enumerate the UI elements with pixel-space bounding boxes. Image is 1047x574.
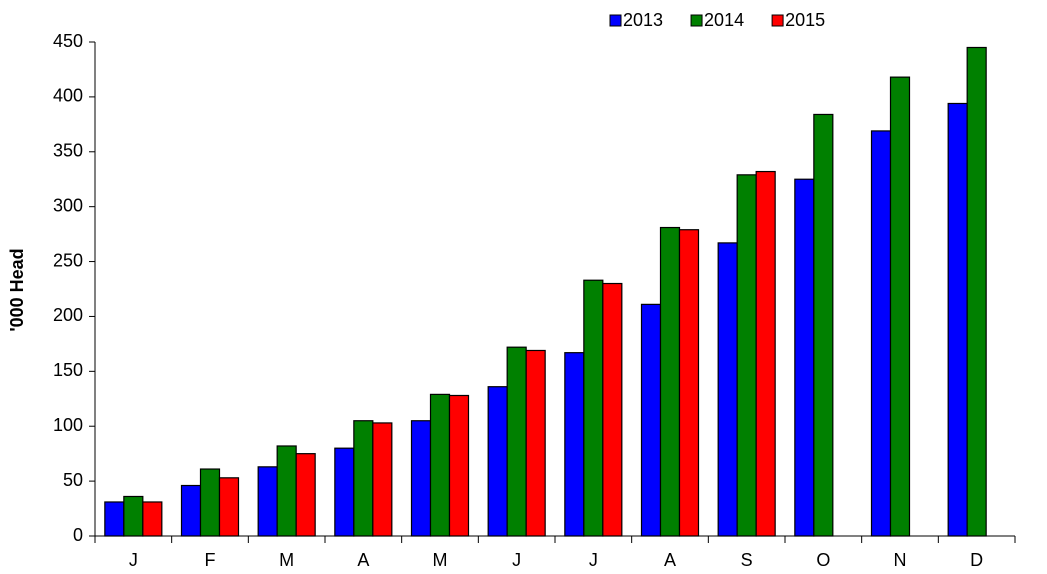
legend-label: 2015 [785,10,825,30]
bar [525,349,546,537]
bar [218,477,240,537]
x-tick-label: J [512,550,521,570]
y-tick-label: 100 [53,415,83,435]
bar [142,501,163,537]
bar [506,346,527,537]
y-tick-label: 300 [53,195,83,215]
bar [276,445,297,537]
bar [372,422,393,537]
bar [755,170,776,537]
x-tick-label: M [279,550,294,570]
y-tick-label: 50 [63,470,83,490]
bar [640,303,662,537]
x-tick-label: D [970,550,983,570]
bar [659,226,681,537]
bar [947,102,968,537]
x-tick-label: J [129,550,138,570]
bar [410,420,432,537]
y-tick-label: 250 [53,250,83,270]
bar [257,466,278,537]
x-tick-label: A [357,550,369,570]
legend-swatch [690,14,703,27]
bar [123,495,144,537]
x-tick-label: N [894,550,907,570]
x-tick-label: S [741,550,753,570]
bar [429,393,451,537]
bar [870,130,892,537]
legend-label: 2014 [704,10,744,30]
bar [717,242,738,537]
bar [334,447,355,537]
bar [487,386,508,537]
bar [889,76,911,537]
bar [813,113,834,537]
bar [794,178,815,537]
y-tick-label: 450 [53,31,83,51]
x-tick-label: O [816,550,830,570]
x-tick-label: F [205,550,216,570]
y-tick-label: 200 [53,305,83,325]
y-tick-label: 0 [73,525,83,545]
y-axis-label: '000 Head [7,248,27,331]
legend-label: 2013 [623,10,663,30]
legend-swatch [609,14,622,27]
bar [564,352,585,537]
bar [602,282,623,537]
y-tick-label: 400 [53,86,83,106]
x-tick-label: A [664,550,676,570]
x-tick-label: J [589,550,598,570]
bar [448,394,470,537]
bar [583,279,604,537]
bar [104,501,125,537]
bar [180,484,202,537]
bar [353,420,374,537]
bar [295,453,316,537]
bar [966,46,987,537]
bar [678,229,700,537]
x-tick-label: M [433,550,448,570]
legend-swatch [771,14,784,27]
y-tick-label: 150 [53,360,83,380]
y-tick-label: 350 [53,141,83,161]
bar [199,468,221,537]
bar [736,174,757,537]
